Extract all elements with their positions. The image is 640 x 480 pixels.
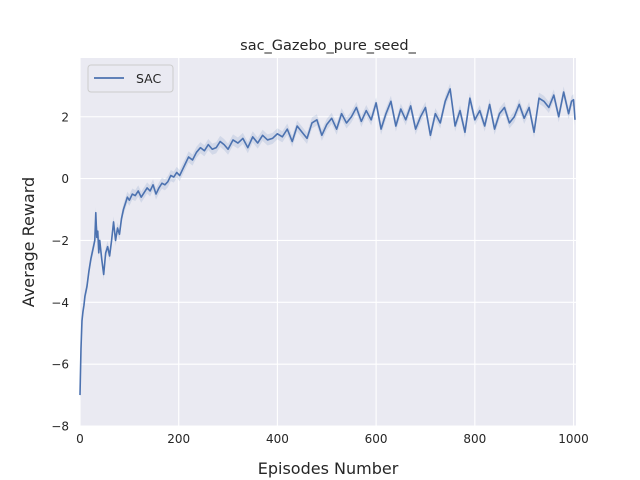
y-tick-label: −4 <box>51 296 69 310</box>
legend-label-sac: SAC <box>136 71 161 86</box>
x-tick-label: 1000 <box>558 432 589 446</box>
legend: SAC <box>87 64 174 93</box>
x-tick-labels: 0 200 400 600 800 1000 <box>76 432 589 446</box>
x-tick-label: 200 <box>167 432 190 446</box>
series-line-0 <box>79 88 576 396</box>
y-axis-label: Average Reward <box>19 177 38 307</box>
x-tick-label: 600 <box>365 432 388 446</box>
y-tick-label: 2 <box>61 110 69 124</box>
legend-box <box>87 64 174 93</box>
x-tick-label: 800 <box>463 432 486 446</box>
series-lines <box>79 88 576 396</box>
x-tick-label: 400 <box>266 432 289 446</box>
y-tick-label: −2 <box>51 234 69 248</box>
y-tick-label: −6 <box>51 358 69 372</box>
x-axis-label: Episodes Number <box>258 459 399 478</box>
y-tick-label: −8 <box>51 420 69 434</box>
y-tick-label: 0 <box>61 172 69 186</box>
chart-title: sac_Gazebo_pure_seed_ <box>240 38 416 54</box>
y-tick-labels: −8 −6 −4 −2 0 2 <box>51 110 69 433</box>
x-tick-label: 0 <box>76 432 84 446</box>
horizontal-gridlines <box>80 116 576 427</box>
